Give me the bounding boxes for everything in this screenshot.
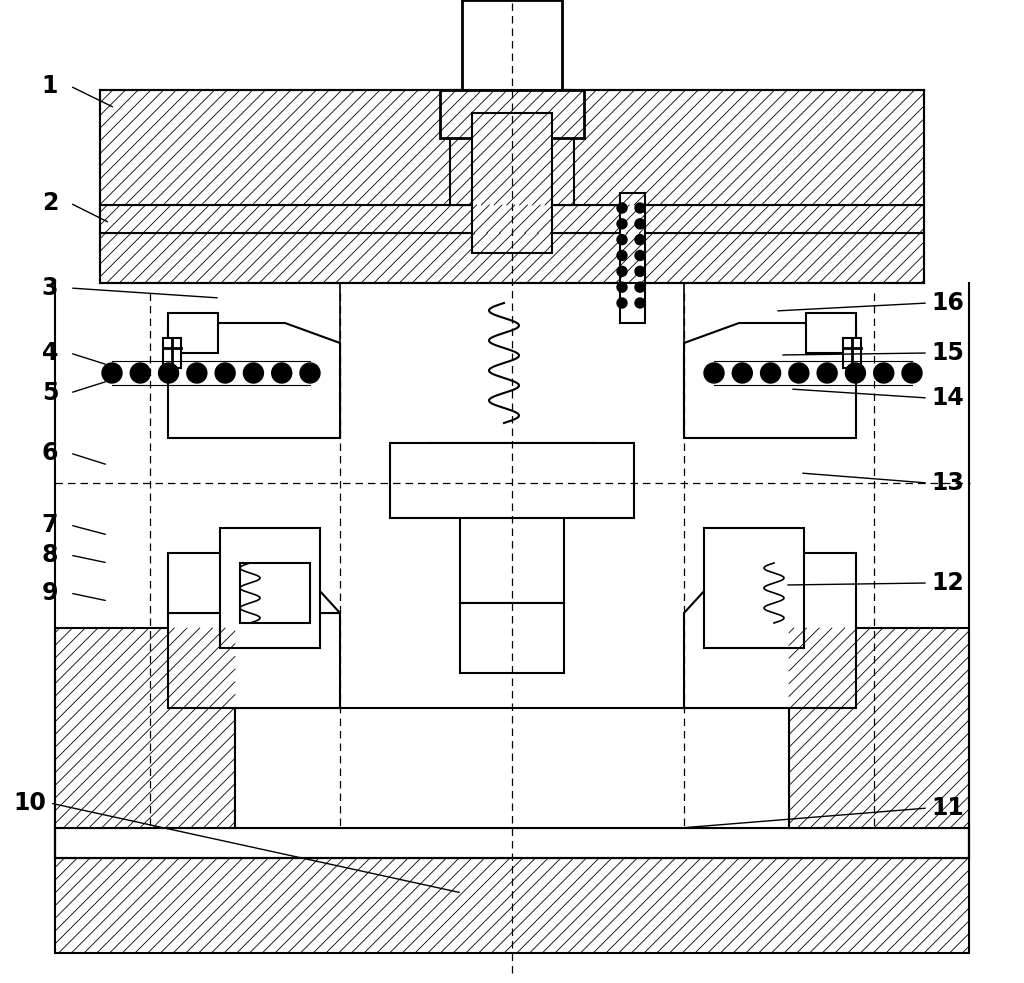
Circle shape — [817, 363, 838, 383]
Bar — [180, 393, 340, 433]
Circle shape — [186, 363, 207, 383]
Text: 6: 6 — [42, 441, 58, 465]
Bar — [100, 233, 924, 283]
Circle shape — [873, 363, 894, 383]
Bar — [472, 113, 552, 253]
Circle shape — [635, 203, 645, 213]
Circle shape — [761, 363, 780, 383]
Polygon shape — [460, 603, 564, 673]
Bar — [790, 628, 969, 828]
Text: 8: 8 — [42, 543, 58, 567]
Text: 15: 15 — [932, 341, 965, 365]
Circle shape — [635, 282, 645, 292]
Circle shape — [902, 363, 922, 383]
Circle shape — [617, 203, 627, 213]
Bar — [620, 193, 645, 323]
Circle shape — [705, 363, 724, 383]
Circle shape — [300, 363, 319, 383]
Polygon shape — [684, 553, 856, 708]
Bar — [705, 528, 804, 648]
Bar — [450, 90, 574, 205]
Bar — [806, 313, 856, 353]
Bar — [55, 628, 234, 828]
Polygon shape — [684, 323, 856, 438]
Circle shape — [617, 219, 627, 229]
Text: 10: 10 — [13, 791, 46, 815]
Polygon shape — [168, 323, 340, 438]
Circle shape — [617, 298, 627, 308]
Circle shape — [635, 266, 645, 276]
Text: 13: 13 — [932, 471, 965, 495]
Circle shape — [617, 251, 627, 260]
Bar — [843, 338, 861, 368]
Circle shape — [130, 363, 151, 383]
Text: 9: 9 — [42, 581, 58, 605]
Circle shape — [244, 363, 263, 383]
Polygon shape — [168, 553, 340, 613]
Bar — [163, 338, 181, 368]
Text: 16: 16 — [932, 291, 965, 315]
Bar — [220, 528, 319, 648]
Bar — [462, 0, 562, 113]
Bar — [684, 353, 844, 393]
Circle shape — [617, 266, 627, 276]
Circle shape — [635, 219, 645, 229]
Bar — [234, 708, 790, 828]
Bar — [55, 828, 969, 858]
Bar — [100, 205, 924, 233]
Bar — [55, 858, 969, 953]
Text: 12: 12 — [932, 571, 965, 595]
Polygon shape — [430, 443, 594, 503]
Bar — [684, 393, 844, 433]
Circle shape — [635, 298, 645, 308]
Polygon shape — [240, 563, 310, 623]
Polygon shape — [168, 613, 340, 708]
Circle shape — [846, 363, 865, 383]
Circle shape — [732, 363, 753, 383]
Circle shape — [215, 363, 236, 383]
Circle shape — [102, 363, 122, 383]
Bar — [168, 313, 218, 353]
Text: 2: 2 — [42, 191, 58, 215]
Bar — [440, 90, 584, 138]
Text: 4: 4 — [42, 341, 58, 365]
Circle shape — [617, 235, 627, 245]
Text: 7: 7 — [42, 513, 58, 537]
Circle shape — [159, 363, 178, 383]
Circle shape — [635, 251, 645, 260]
Bar — [180, 353, 340, 393]
Bar — [390, 443, 634, 518]
Text: 5: 5 — [42, 381, 58, 405]
Text: 14: 14 — [932, 386, 965, 410]
Polygon shape — [460, 503, 564, 603]
Text: 11: 11 — [932, 796, 965, 820]
Text: 3: 3 — [42, 276, 58, 300]
Text: 1: 1 — [42, 74, 58, 98]
Circle shape — [788, 363, 809, 383]
Circle shape — [635, 235, 645, 245]
Circle shape — [271, 363, 292, 383]
Circle shape — [617, 282, 627, 292]
Bar — [100, 90, 924, 205]
